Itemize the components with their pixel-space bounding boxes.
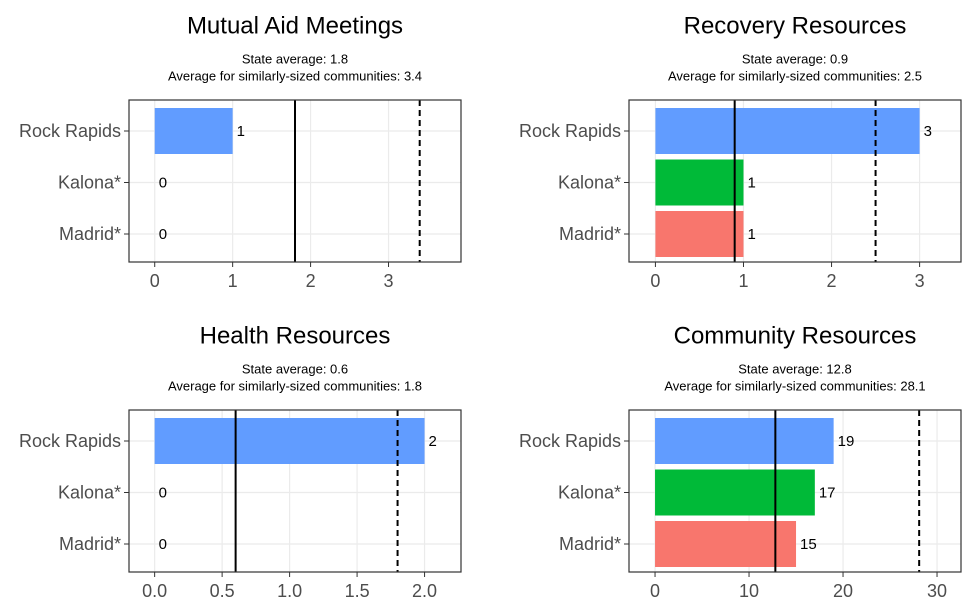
value-label: 0: [159, 484, 167, 501]
x-tick-label: 0: [150, 271, 160, 291]
value-label: 0: [159, 226, 167, 243]
value-label: 19: [838, 433, 855, 450]
x-tick-label: 3: [915, 271, 925, 291]
y-tick-label: Madrid*: [59, 224, 121, 244]
bar: [655, 521, 797, 567]
x-tick-label: 20: [833, 581, 853, 601]
bar: [154, 418, 425, 464]
panel-subtitle: Average for similarly-sized communities:…: [664, 378, 925, 393]
panel-subtitle: State average: 0.9: [742, 51, 848, 66]
value-label: 0: [159, 536, 167, 553]
y-tick-label: Madrid*: [559, 224, 621, 244]
x-tick-label: 0.0: [142, 581, 167, 601]
panel-title: Recovery Resources: [684, 12, 907, 39]
y-tick-label: Madrid*: [559, 534, 621, 554]
x-tick-label: 30: [927, 581, 947, 601]
x-tick-label: 2: [306, 271, 316, 291]
y-tick-label: Kalona*: [558, 482, 621, 502]
x-tick-label: 3: [384, 271, 394, 291]
value-label: 1: [747, 226, 755, 243]
value-label: 0: [159, 174, 167, 191]
x-tick-label: 0: [650, 581, 660, 601]
value-label: 15: [800, 536, 817, 553]
bar: [655, 211, 744, 257]
x-tick-label: 10: [739, 581, 759, 601]
x-tick-label: 1: [228, 271, 238, 291]
x-tick-label: 2.0: [412, 581, 437, 601]
panel-title: Community Resources: [674, 322, 917, 349]
value-label: 1: [747, 174, 755, 191]
bar: [655, 108, 920, 154]
panel-subtitle: State average: 0.6: [242, 361, 348, 376]
bar: [655, 469, 815, 516]
value-label: 1: [237, 123, 245, 140]
y-tick-label: Kalona*: [558, 172, 621, 192]
y-tick-label: Rock Rapids: [519, 431, 621, 451]
bar: [154, 108, 233, 154]
y-tick-label: Kalona*: [58, 172, 121, 192]
bar: [655, 418, 834, 464]
panel-border: [628, 409, 962, 573]
y-tick-label: Kalona*: [58, 482, 121, 502]
panel-subtitle: Average for similarly-sized communities:…: [168, 68, 422, 83]
x-tick-label: 0: [650, 271, 660, 291]
panel-border: [628, 99, 962, 263]
y-tick-label: Rock Rapids: [19, 431, 121, 451]
panel-border: [128, 409, 462, 573]
value-label: 3: [924, 123, 932, 140]
x-tick-label: 0.5: [210, 581, 235, 601]
x-tick-label: 1: [738, 271, 748, 291]
bar: [655, 159, 744, 206]
panel-subtitle: Average for similarly-sized communities:…: [168, 378, 422, 393]
y-tick-label: Rock Rapids: [519, 121, 621, 141]
panel-subtitle: State average: 1.8: [242, 51, 348, 66]
value-label: 2: [429, 433, 437, 450]
panel-subtitle: Average for similarly-sized communities:…: [668, 68, 922, 83]
x-tick-label: 1.0: [277, 581, 302, 601]
panel-border: [128, 99, 462, 263]
y-tick-label: Madrid*: [59, 534, 121, 554]
panel-title: Health Resources: [200, 322, 391, 349]
x-tick-label: 1.5: [345, 581, 370, 601]
panel-title: Mutual Aid Meetings: [187, 12, 403, 39]
value-label: 17: [819, 484, 836, 501]
y-tick-label: Rock Rapids: [19, 121, 121, 141]
panel-subtitle: State average: 12.8: [738, 361, 851, 376]
x-tick-label: 2: [827, 271, 837, 291]
